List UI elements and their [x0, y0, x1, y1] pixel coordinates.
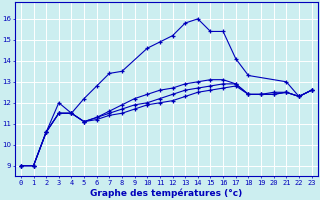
- X-axis label: Graphe des températures (°c): Graphe des températures (°c): [90, 188, 242, 198]
